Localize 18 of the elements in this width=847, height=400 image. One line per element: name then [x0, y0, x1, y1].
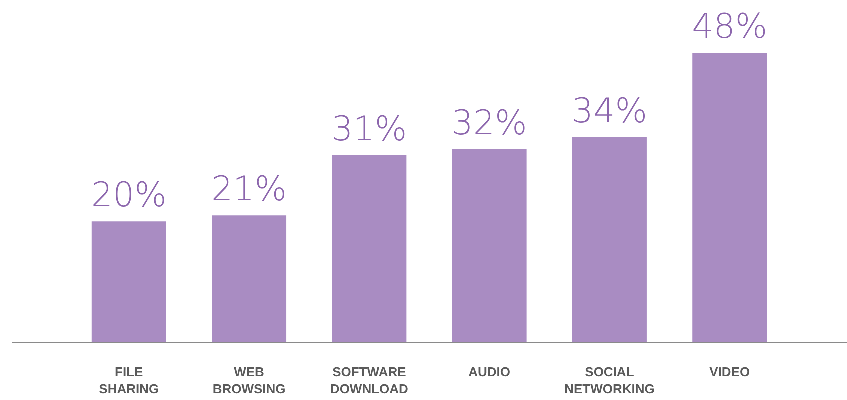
x-tick-label: AUDIO — [468, 364, 511, 380]
x-tick-label: SOFTWARE DOWNLOAD — [330, 364, 408, 396]
data-label: 21% — [211, 170, 288, 210]
bar — [332, 155, 407, 342]
x-tick-label: SOCIAL NETWORKING — [564, 364, 655, 396]
bar — [452, 149, 527, 342]
bar — [692, 53, 768, 342]
bar — [92, 222, 166, 342]
data-label: 20% — [91, 176, 167, 216]
bar — [212, 216, 287, 342]
data-label: 31% — [332, 109, 408, 150]
bar — [572, 137, 647, 342]
data-label: 32% — [452, 103, 528, 144]
data-label: 48% — [692, 7, 768, 47]
data-label: 34% — [572, 91, 648, 132]
x-tick-label: FILE SHARING — [99, 364, 160, 396]
x-tick-label: WEB BROWSING — [212, 364, 286, 396]
x-tick-label: VIDEO — [710, 364, 750, 380]
